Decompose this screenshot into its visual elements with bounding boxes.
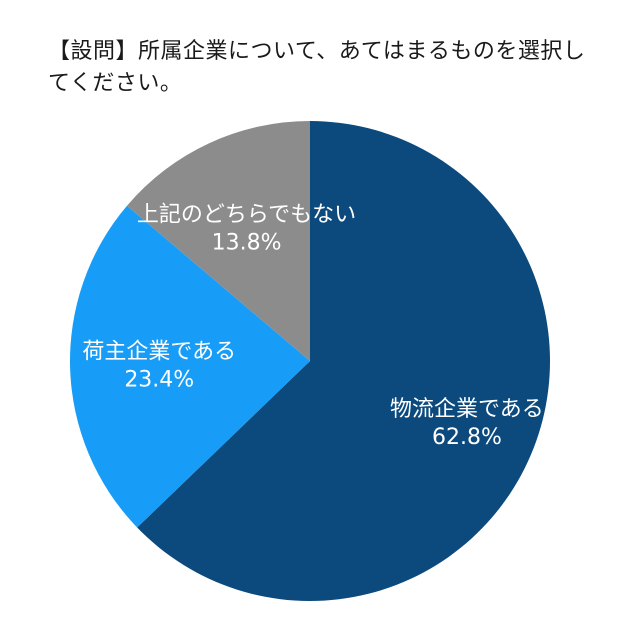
pie-slice-1 — [137, 121, 550, 601]
slice-value-1: 62.8% — [432, 425, 502, 450]
pie-slice-3 — [127, 121, 310, 361]
slice-value-2: 23.4% — [124, 368, 194, 393]
slice-label-2: 荷主企業である — [82, 340, 236, 365]
slice-value-3: 13.8% — [212, 231, 282, 256]
pie-labels: 物流企業である 62.8% 荷主企業である 23.4% 上記のどちらでもない 13.8% — [82, 203, 543, 451]
question-text: 【設問】所属企業について、あてはまるものを選択してください。 — [48, 39, 586, 96]
pie-slices — [69, 121, 550, 601]
pie-slice-2 — [69, 205, 310, 528]
slice-label-3: 上記のどちらでもない — [137, 203, 356, 228]
slice-label-1: 物流企業である — [390, 397, 544, 422]
